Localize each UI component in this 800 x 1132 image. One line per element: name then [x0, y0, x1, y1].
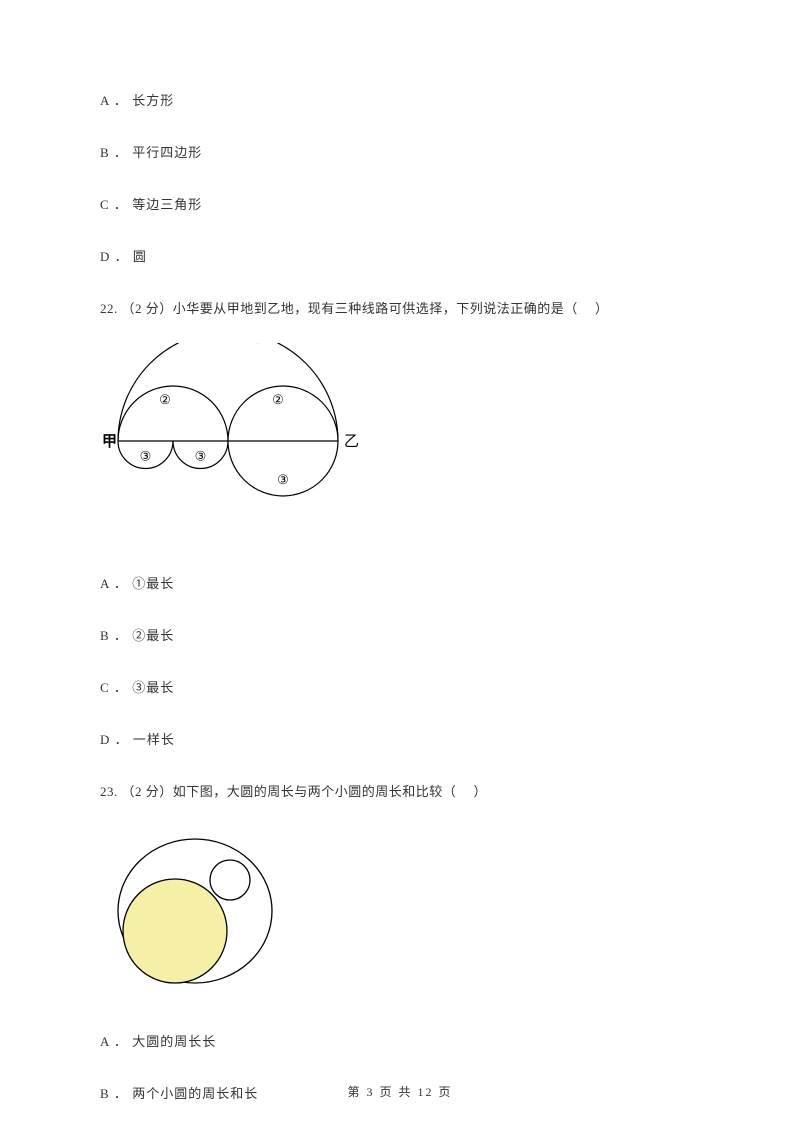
option-text: ③最长: [132, 680, 174, 695]
option-text: 长方形: [132, 93, 174, 108]
q23-diagram: [100, 826, 700, 1006]
q22-stem: 22. （2 分）小华要从甲地到乙地，现有三种线路可供选择，下列说法正确的是（ …: [100, 298, 700, 317]
page-content: A ． 长方形 B ． 平行四边形 C ． 等边三角形 D ． 圆 22. （2…: [0, 0, 800, 1102]
option-text: ①最长: [132, 576, 174, 591]
q-points: （2 分）: [122, 784, 173, 799]
svg-text:③: ③: [195, 449, 207, 464]
q-text: 小华要从甲地到乙地，现有三种线路可供选择，下列说法正确的是（ ）: [173, 301, 609, 316]
q-points: （2 分）: [122, 301, 173, 316]
q22-option-b: B ． ②最长: [100, 625, 700, 644]
page-footer: 第 3 页 共 12 页: [0, 1083, 800, 1100]
svg-text:③: ③: [277, 472, 289, 487]
svg-text:乙: 乙: [344, 434, 359, 450]
q21-option-d: D ． 圆: [100, 246, 700, 265]
option-letter: C: [100, 680, 110, 695]
q23-stem: 23. （2 分）如下图，大圆的周长与两个小圆的周长和比较（ ）: [100, 781, 700, 800]
option-text: 大圆的周长长: [132, 1034, 216, 1049]
q23-svg: [100, 826, 290, 1001]
option-letter: A: [100, 93, 110, 108]
q22-svg: 甲 乙 ① ② ② ③ ③ ③: [100, 343, 380, 543]
option-letter: C: [100, 197, 110, 212]
svg-text:①: ①: [252, 343, 264, 346]
q-text: 如下图，大圆的周长与两个小圆的周长和比较（ ）: [173, 784, 487, 799]
option-text: 平行四边形: [132, 145, 202, 160]
q-number: 23.: [100, 784, 118, 799]
svg-text:甲: 甲: [102, 433, 117, 450]
option-letter: A: [100, 1034, 110, 1049]
svg-text:②: ②: [159, 392, 171, 407]
q21-option-b: B ． 平行四边形: [100, 142, 700, 161]
q22-diagram: 甲 乙 ① ② ② ③ ③ ③: [100, 343, 700, 548]
q23-option-a: A ． 大圆的周长长: [100, 1031, 700, 1050]
option-text: ②最长: [132, 628, 174, 643]
q21-option-c: C ． 等边三角形: [100, 194, 700, 213]
footer-text: 第 3 页 共 12 页: [347, 1085, 452, 1099]
q21-option-a: A ． 长方形: [100, 90, 700, 109]
svg-text:③: ③: [140, 449, 152, 464]
option-letter: B: [100, 145, 110, 160]
option-letter: A: [100, 576, 110, 591]
option-text: 圆: [133, 249, 147, 264]
option-letter: B: [100, 628, 110, 643]
option-text: 一样长: [133, 732, 175, 747]
q22-option-c: C ． ③最长: [100, 677, 700, 696]
q-number: 22.: [100, 301, 118, 316]
q22-option-a: A ． ①最长: [100, 573, 700, 592]
option-letter: D: [100, 249, 110, 264]
q22-option-d: D ． 一样长: [100, 729, 700, 748]
svg-text:②: ②: [272, 392, 284, 407]
option-letter: D: [100, 732, 110, 747]
option-text: 等边三角形: [132, 197, 202, 212]
